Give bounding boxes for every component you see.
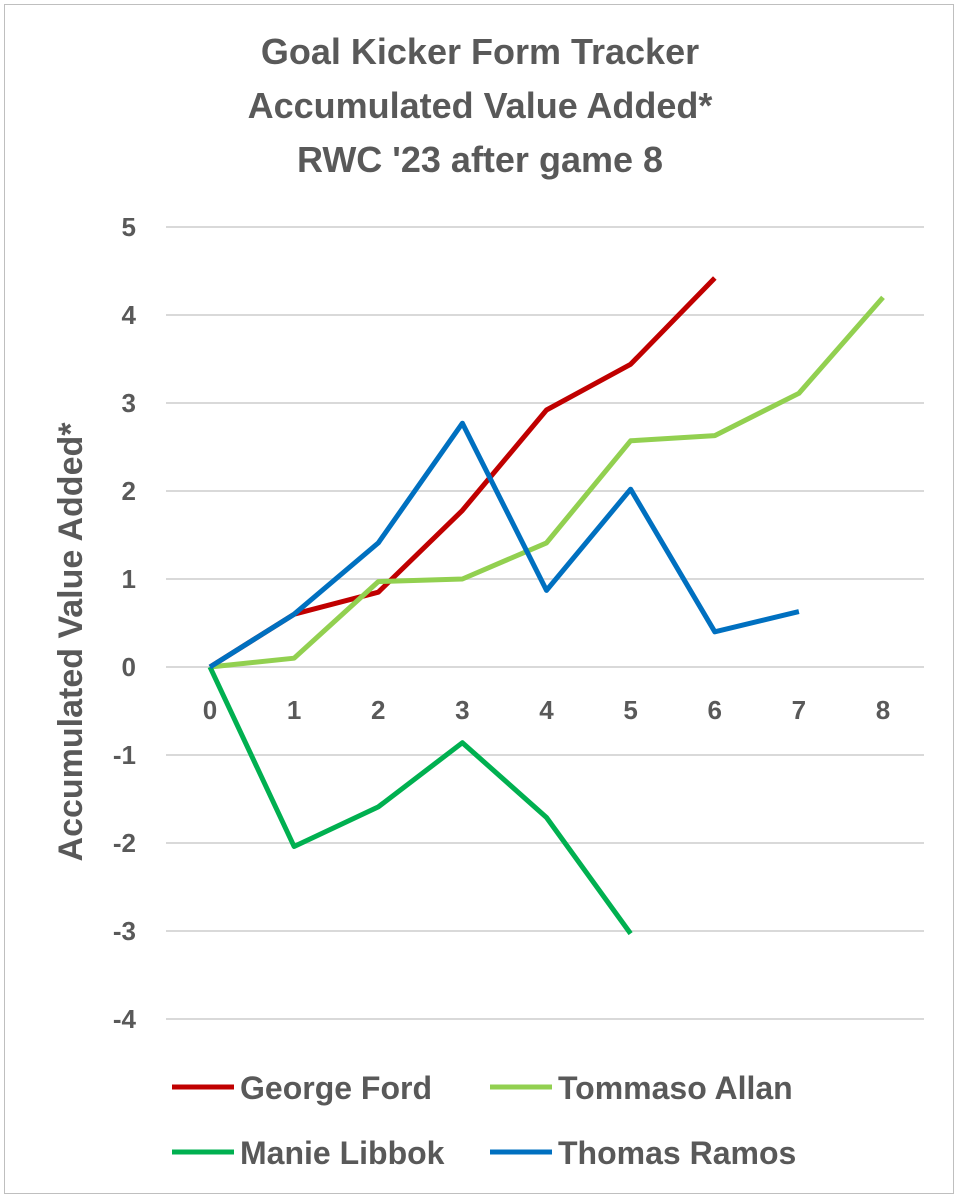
x-tick-label: 1: [287, 695, 301, 725]
legend-label: Tommaso Allan: [558, 1070, 793, 1106]
y-tick-label: 0: [122, 652, 136, 682]
y-tick-label: 2: [122, 476, 136, 506]
x-tick-label: 7: [792, 695, 806, 725]
y-tick-label: -2: [113, 828, 136, 858]
series-line-george-ford: [208, 276, 717, 670]
x-tick-label: 5: [623, 695, 637, 725]
x-axis-ticks: 0 1 2 3 4 5 6 7 8: [203, 695, 890, 725]
x-tick-label: 0: [203, 695, 217, 725]
series-line-manie-libbok: [207, 665, 633, 936]
gridlines: [166, 226, 924, 1020]
legend-label: George Ford: [240, 1070, 432, 1106]
y-tick-label: -3: [113, 916, 136, 946]
x-tick-label: 6: [708, 695, 722, 725]
chart-frame: [4, 4, 954, 1194]
y-axis-ticks: -4 -3 -2 -1 0 1 2 3 4 5: [113, 212, 137, 1034]
y-tick-label: 3: [122, 388, 136, 418]
series-lines: [207, 276, 885, 936]
y-tick-label: 5: [122, 212, 136, 242]
y-tick-label: -1: [113, 740, 136, 770]
legend-label: Thomas Ramos: [558, 1135, 796, 1171]
y-axis-label: Accumulated Value Added*: [52, 422, 90, 862]
y-tick-label: 1: [122, 564, 136, 594]
series-line-tommaso-allan: [209, 295, 885, 670]
series-line-thomas-ramos: [208, 420, 800, 670]
legend-label: Manie Libbok: [240, 1135, 445, 1171]
y-tick-label: 4: [122, 300, 137, 330]
y-tick-label: -4: [113, 1004, 137, 1034]
x-tick-label: 2: [371, 695, 385, 725]
chart-title-line-1: Goal Kicker Form Tracker: [261, 31, 699, 72]
x-tick-label: 8: [876, 695, 890, 725]
chart-title-line-2: Accumulated Value Added*: [248, 85, 713, 126]
x-tick-label: 4: [539, 695, 554, 725]
legend: George Ford Tommaso Allan Manie Libbok Thom…: [172, 1070, 796, 1171]
chart-title-line-3: RWC '23 after game 8: [297, 139, 663, 180]
x-tick-label: 3: [455, 695, 469, 725]
chart-title: Goal Kicker Form Tracker Accumulated Val…: [248, 31, 713, 180]
